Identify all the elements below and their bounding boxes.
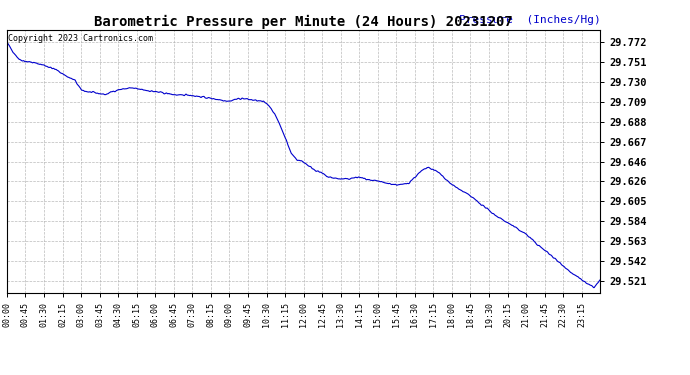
Text: Copyright 2023 Cartronics.com: Copyright 2023 Cartronics.com: [8, 34, 153, 43]
Title: Barometric Pressure per Minute (24 Hours) 20231207: Barometric Pressure per Minute (24 Hours…: [95, 15, 513, 29]
Text: Pressure  (Inches/Hg): Pressure (Inches/Hg): [459, 15, 600, 25]
